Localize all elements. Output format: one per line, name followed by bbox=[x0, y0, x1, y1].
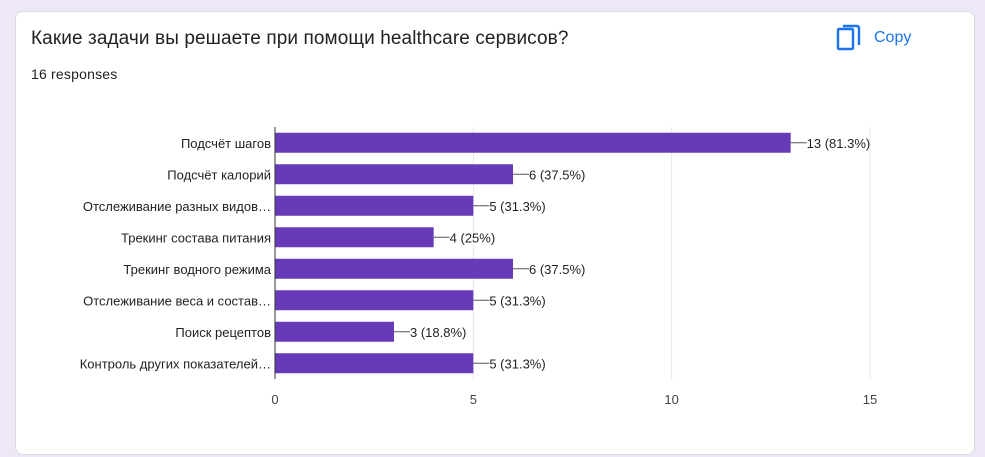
value-label: 5 (31.3%) bbox=[489, 199, 545, 214]
bar bbox=[275, 132, 791, 153]
value-label: 5 (31.3%) bbox=[489, 293, 545, 308]
x-tick-label: 0 bbox=[271, 392, 278, 407]
bar bbox=[275, 258, 513, 279]
value-label: 6 (37.5%) bbox=[529, 262, 585, 277]
category-label: Подсчёт шагов bbox=[181, 136, 271, 151]
bar bbox=[275, 227, 434, 248]
value-label: 13 (81.3%) bbox=[807, 136, 871, 151]
bar bbox=[275, 353, 474, 374]
question-title: Какие задачи вы решаете при помощи healt… bbox=[31, 28, 569, 49]
response-count: 16 responses bbox=[31, 66, 118, 82]
category-label: Контроль других показателей… bbox=[80, 356, 271, 371]
value-label: 4 (25%) bbox=[450, 230, 496, 245]
category-label: Подсчёт калорий bbox=[167, 167, 271, 182]
x-tick-label: 5 bbox=[470, 392, 477, 407]
bar bbox=[275, 321, 394, 342]
copy-button[interactable]: Copy bbox=[836, 18, 942, 58]
category-label: Отслеживание разных видов… bbox=[83, 199, 271, 214]
category-label: Поиск рецептов bbox=[175, 325, 271, 340]
bar bbox=[275, 164, 513, 185]
category-label: Трекинг состава питания bbox=[121, 230, 271, 245]
bar bbox=[275, 195, 474, 216]
bar bbox=[275, 290, 474, 311]
category-label: Отслеживание веса и состав… bbox=[83, 293, 271, 308]
value-label: 5 (31.3%) bbox=[489, 356, 545, 371]
x-tick-label: 15 bbox=[863, 392, 877, 407]
value-label: 6 (37.5%) bbox=[529, 167, 585, 182]
copy-label: Copy bbox=[874, 29, 912, 46]
question-card bbox=[15, 11, 975, 455]
copy-icon bbox=[836, 24, 861, 51]
x-tick-label: 10 bbox=[664, 392, 678, 407]
value-label: 3 (18.8%) bbox=[410, 325, 466, 340]
category-label: Трекинг водного режима bbox=[123, 262, 271, 277]
